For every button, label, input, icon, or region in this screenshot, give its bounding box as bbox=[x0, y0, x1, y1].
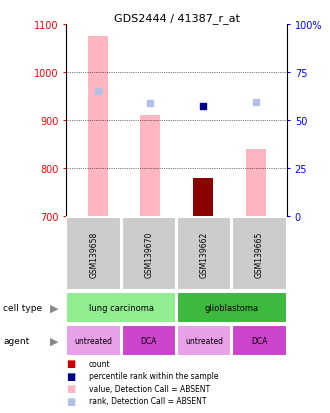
Bar bbox=[122, 218, 176, 290]
Bar bbox=[246, 150, 266, 217]
Text: lung carcinoma: lung carcinoma bbox=[89, 303, 154, 312]
Text: untreated: untreated bbox=[185, 336, 223, 345]
Bar bbox=[122, 325, 176, 356]
Text: ■: ■ bbox=[66, 371, 75, 381]
Text: ■: ■ bbox=[66, 383, 75, 393]
Point bbox=[200, 103, 206, 110]
Text: untreated: untreated bbox=[75, 336, 113, 345]
Text: GSM139662: GSM139662 bbox=[200, 231, 209, 277]
Bar bbox=[177, 218, 231, 290]
Bar bbox=[177, 325, 231, 356]
Bar bbox=[232, 218, 287, 290]
Text: ▶: ▶ bbox=[50, 303, 58, 313]
Bar bbox=[140, 116, 160, 217]
Text: count: count bbox=[89, 359, 111, 368]
Bar bbox=[87, 37, 108, 217]
Text: DCA: DCA bbox=[251, 336, 268, 345]
Point bbox=[253, 100, 258, 106]
Text: value, Detection Call = ABSENT: value, Detection Call = ABSENT bbox=[89, 384, 210, 393]
Bar bbox=[177, 292, 287, 323]
Bar bbox=[232, 325, 287, 356]
Bar bbox=[66, 325, 121, 356]
Text: rank, Detection Call = ABSENT: rank, Detection Call = ABSENT bbox=[89, 396, 207, 405]
Text: GSM139665: GSM139665 bbox=[255, 231, 264, 277]
Text: GSM139670: GSM139670 bbox=[145, 231, 153, 277]
Bar bbox=[66, 292, 176, 323]
Text: ■: ■ bbox=[66, 358, 75, 368]
Text: agent: agent bbox=[3, 336, 30, 345]
Point bbox=[148, 101, 153, 107]
Bar bbox=[193, 178, 213, 217]
Text: percentile rank within the sample: percentile rank within the sample bbox=[89, 371, 218, 380]
Title: GDS2444 / 41387_r_at: GDS2444 / 41387_r_at bbox=[114, 13, 240, 24]
Text: cell type: cell type bbox=[3, 303, 43, 312]
Point bbox=[95, 89, 100, 95]
Text: ■: ■ bbox=[66, 396, 75, 406]
Text: ▶: ▶ bbox=[50, 336, 58, 346]
Text: GSM139658: GSM139658 bbox=[89, 231, 98, 277]
Text: DCA: DCA bbox=[141, 336, 157, 345]
Bar bbox=[66, 218, 121, 290]
Text: glioblastoma: glioblastoma bbox=[205, 303, 259, 312]
